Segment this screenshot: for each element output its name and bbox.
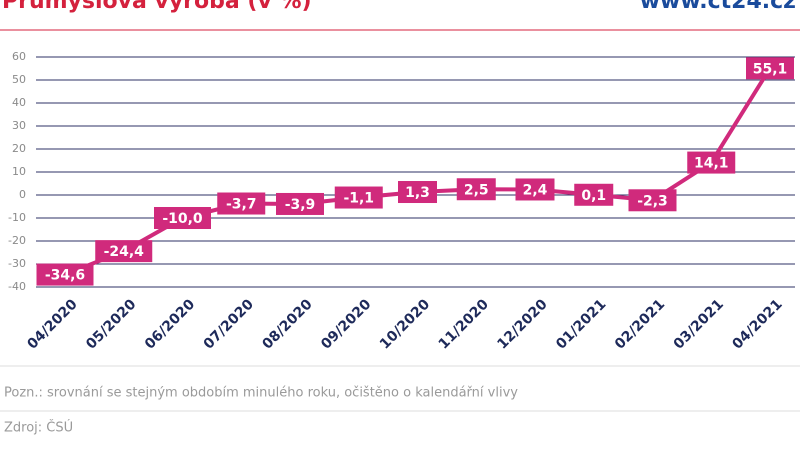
x-tick-label: 10/2020 bbox=[377, 296, 433, 352]
y-tick-label: 10 bbox=[12, 165, 26, 178]
data-line bbox=[64, 67, 772, 277]
value-label: 14,1 bbox=[694, 156, 729, 172]
value-label-box bbox=[276, 192, 324, 215]
value-label-box bbox=[154, 207, 211, 229]
y-tick-label: 50 bbox=[12, 73, 26, 86]
value-label: -1,1 bbox=[343, 191, 374, 207]
x-tick-label: 04/2021 bbox=[729, 296, 785, 352]
value-label-box bbox=[456, 178, 496, 201]
x-tick-label: 12/2020 bbox=[494, 296, 550, 352]
x-tick-label: 01/2021 bbox=[553, 296, 609, 352]
x-tick-label: 02/2021 bbox=[612, 296, 668, 352]
x-tick-label: 08/2020 bbox=[259, 296, 315, 352]
value-label: -2,3 bbox=[637, 193, 668, 209]
y-tick-label: 30 bbox=[12, 119, 26, 132]
value-label: -3,9 bbox=[285, 197, 316, 213]
y-tick-label: 20 bbox=[12, 142, 26, 155]
value-label: 0,1 bbox=[581, 188, 606, 204]
y-tick-label: -30 bbox=[8, 257, 26, 270]
value-label-box bbox=[515, 178, 555, 201]
x-tick-label: 03/2021 bbox=[671, 296, 727, 352]
value-label: 1,3 bbox=[405, 185, 430, 201]
site-logo: www.ct24.cz bbox=[640, 0, 796, 14]
value-label-box bbox=[398, 181, 437, 204]
value-label: -3,7 bbox=[226, 197, 257, 213]
y-tick-label: -10 bbox=[8, 211, 26, 224]
x-tick-label: 05/2020 bbox=[83, 296, 139, 352]
value-label-box bbox=[95, 240, 153, 263]
y-tick-label: -40 bbox=[8, 280, 26, 293]
value-label-box bbox=[574, 183, 614, 206]
note: Pozn.: srovnání se stejným obdobím minul… bbox=[4, 386, 518, 401]
x-tick-label: 11/2020 bbox=[436, 296, 492, 352]
value-label: -10,0 bbox=[162, 211, 203, 227]
x-tick-label: 07/2020 bbox=[201, 296, 257, 352]
value-label: 2,4 bbox=[523, 182, 548, 198]
value-label-box bbox=[36, 263, 94, 286]
value-label-box bbox=[334, 186, 383, 209]
y-tick-label: 0 bbox=[19, 188, 26, 201]
value-label: -34,6 bbox=[45, 268, 85, 284]
x-tick-label: 04/2020 bbox=[24, 296, 80, 352]
value-label-box bbox=[217, 192, 266, 215]
value-label-box bbox=[746, 57, 794, 80]
x-tick-label: 09/2020 bbox=[318, 296, 374, 352]
y-tick-label: 60 bbox=[12, 50, 26, 63]
y-tick-label: 40 bbox=[12, 96, 26, 109]
y-tick-label: -20 bbox=[8, 234, 26, 247]
value-label: -24,4 bbox=[104, 244, 145, 260]
value-label-box bbox=[628, 189, 677, 212]
source: Zdroj: ČSÚ bbox=[4, 420, 73, 436]
chart-title: Průmyslová výroba (v %) bbox=[2, 0, 312, 14]
value-label: 55,1 bbox=[753, 61, 788, 77]
value-label-box bbox=[687, 151, 736, 174]
value-label: 2,5 bbox=[464, 182, 489, 198]
x-tick-label: 06/2020 bbox=[142, 296, 198, 352]
